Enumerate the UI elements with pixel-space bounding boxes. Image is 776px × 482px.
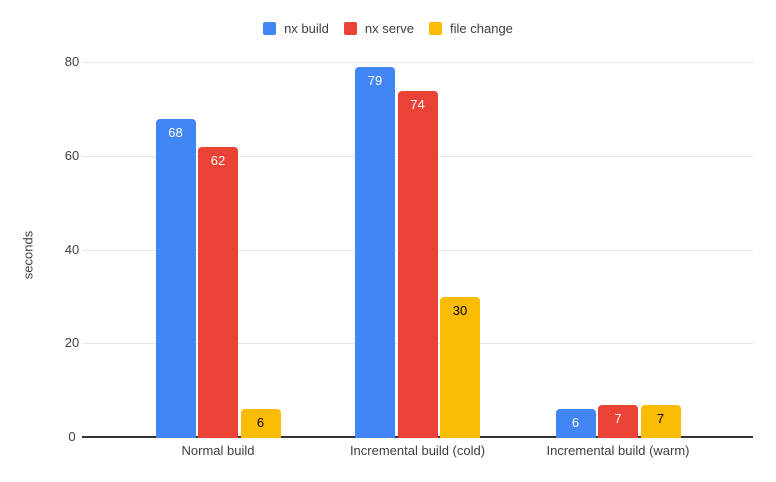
bar-value-label: 7	[656, 410, 665, 426]
legend-label-file-change: file change	[450, 21, 513, 36]
y-tick-20: 20	[64, 335, 80, 351]
x-category-incremental-warm: Incremental build (warm)	[546, 443, 690, 458]
bar-file-change-normal-build: 6	[240, 409, 281, 438]
legend-item-nx-build: nx build	[263, 21, 329, 36]
bar-value-label: 74	[410, 96, 425, 112]
bar-value-label: 6	[571, 415, 580, 431]
bar-nx-serve-normal-build: 62	[198, 146, 238, 438]
chart-legend: nx build nx serve file change	[0, 21, 776, 36]
gridline-80	[82, 62, 753, 63]
legend-swatch-nx-serve-icon	[343, 22, 357, 35]
bar-value-label: 79	[367, 73, 383, 89]
x-category-normal-build: Normal build	[181, 443, 255, 458]
bar-nx-build-incremental-cold: 79	[355, 67, 395, 438]
bar-nx-serve-incremental-warm: 7	[598, 404, 638, 438]
bar-file-change-incremental-cold: 30	[440, 296, 480, 438]
bar-value-label: 62	[210, 152, 226, 168]
bar-value-label: 6	[256, 415, 265, 431]
bar-value-label: 68	[168, 124, 183, 140]
bar-nx-serve-incremental-cold: 74	[397, 90, 438, 438]
legend-swatch-nx-build-icon	[263, 22, 277, 35]
y-tick-40: 40	[64, 241, 80, 257]
y-axis-title: seconds	[20, 230, 36, 280]
y-tick-0: 0	[68, 429, 76, 444]
legend-label-nx-serve: nx serve	[364, 21, 415, 36]
bar-nx-build-incremental-warm: 6	[555, 409, 596, 438]
bar-value-label: 7	[614, 410, 622, 426]
bar-file-change-incremental-warm: 7	[640, 404, 681, 438]
legend-item-nx-serve: nx serve	[343, 21, 415, 36]
legend-item-file-change: file change	[429, 21, 513, 36]
bar-nx-build-normal-build: 68	[155, 118, 196, 438]
x-category-incremental-cold: Incremental build (cold)	[349, 443, 486, 458]
y-tick-80: 80	[64, 54, 80, 69]
y-tick-60: 60	[64, 147, 80, 163]
bar-value-label: 30	[452, 302, 468, 318]
legend-swatch-file-change-icon	[429, 22, 443, 35]
legend-label-nx-build: nx build	[284, 21, 329, 36]
